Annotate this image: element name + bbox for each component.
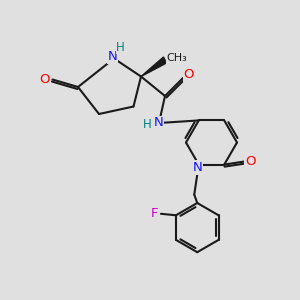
Text: F: F: [151, 207, 158, 220]
Text: H: H: [143, 118, 152, 131]
Text: N: N: [192, 161, 202, 174]
Text: H: H: [116, 40, 125, 54]
Text: CH₃: CH₃: [167, 53, 187, 64]
Text: N: N: [108, 50, 117, 64]
Text: O: O: [40, 73, 50, 86]
Text: O: O: [245, 155, 256, 168]
Text: N: N: [154, 116, 163, 130]
Polygon shape: [141, 57, 167, 76]
Text: O: O: [184, 68, 194, 82]
